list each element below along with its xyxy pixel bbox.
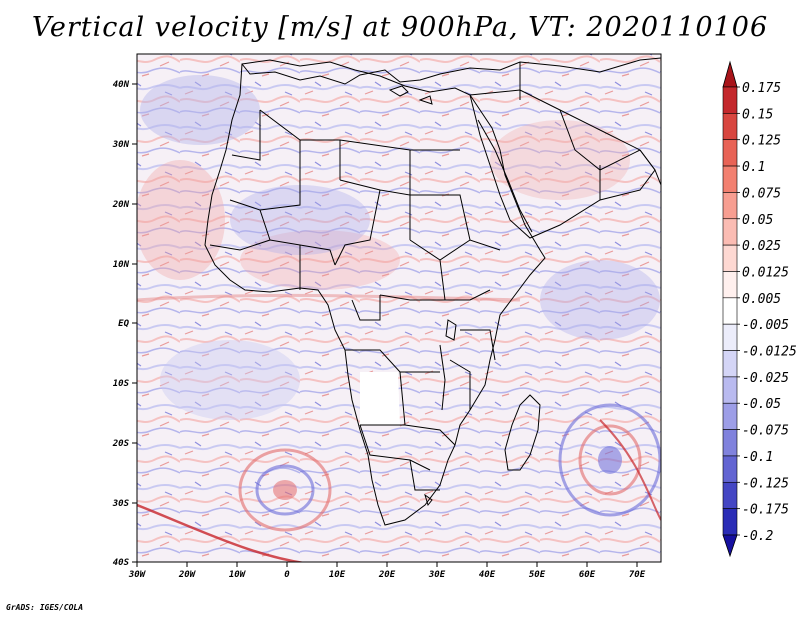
colorbar-label: -0.125 [742, 476, 789, 491]
colorbar-top-arrow [722, 60, 738, 88]
colorbar-label: -0.005 [742, 318, 789, 333]
colorbar-swatch [722, 455, 738, 483]
colorbar-swatch [722, 113, 738, 141]
colorbar-label: -0.2 [742, 529, 773, 544]
lon-tick-label: 30W [128, 570, 147, 580]
lat-tick-label: EQ [118, 319, 129, 329]
cyclone-southwest [238, 448, 332, 532]
colorbar: 0.175 0.15 0.125 0.1 0.075 0.05 0.025 0.0125 0.0… [722, 60, 797, 558]
colorbar-swatch [722, 350, 738, 378]
colorbar-label: 0.005 [742, 292, 781, 307]
colorbar-label: 0.1 [742, 160, 765, 175]
lon-tick-label: 10E [329, 570, 346, 580]
colorbar-label: 0.0125 [742, 265, 789, 280]
colorbar-bottom-arrow [722, 534, 738, 558]
velocity-field [137, 54, 661, 562]
colorbar-label: -0.175 [742, 503, 789, 518]
plot-frame [136, 53, 662, 563]
lon-tick-label: 20E [378, 570, 396, 580]
colorbar-swatch [722, 218, 738, 246]
colorbar-label: -0.05 [742, 397, 781, 412]
lat-tick-label: 40S [113, 558, 130, 568]
colorbar-label: -0.025 [742, 371, 789, 386]
lat-tick-label: 10S [113, 379, 130, 389]
lon-tick-label: 50E [529, 570, 546, 580]
colorbar-label: 0.15 [742, 107, 773, 122]
colorbar-swatch [722, 481, 738, 509]
cyclone-southeast [558, 403, 661, 517]
lat-tick-label: 20N [112, 200, 130, 210]
colorbar-label: 0.075 [742, 186, 781, 201]
lat-tick-marks [132, 83, 137, 563]
colorbar-label: -0.0125 [742, 345, 797, 360]
colorbar-swatch [722, 192, 738, 220]
lat-tick-label: 10N [113, 260, 130, 270]
lat-tick-label: 20S [112, 439, 130, 449]
colorbar-label: 0.05 [742, 213, 773, 228]
lon-tick-label: 70E [629, 570, 646, 580]
lon-tick-label: 30E [428, 570, 446, 580]
lat-tick-label: 30N [112, 140, 130, 150]
colorbar-swatch [722, 376, 738, 404]
lon-tick-marks [136, 562, 638, 567]
lat-tick-label: 30S [112, 499, 130, 509]
colorbar-label: -0.1 [742, 450, 773, 465]
colorbar-swatch [722, 429, 738, 457]
colorbar-swatch [722, 508, 738, 536]
colorbar-label: 0.175 [742, 81, 781, 96]
lon-tick-label: 0 [284, 570, 290, 580]
colorbar-swatch [722, 271, 738, 299]
lon-tick-label: 10W [229, 570, 247, 580]
colorbar-swatch [722, 86, 738, 114]
lon-tick-label: 20W [178, 570, 197, 580]
lon-tick-label: 40E [479, 570, 496, 580]
colorbar-swatch [722, 139, 738, 167]
coastlines [204, 57, 661, 526]
grads-credit: GrADS: IGES/COLA [6, 603, 84, 612]
colorbar-label: 0.025 [742, 239, 781, 254]
colorbar-swatch [722, 165, 738, 193]
colorbar-swatch [722, 323, 738, 351]
colorbar-label: 0.125 [742, 134, 781, 149]
colorbar-label: -0.075 [742, 424, 789, 439]
lat-tick-label: 40N [113, 80, 130, 90]
colorbar-swatch [722, 297, 738, 325]
colorbar-swatch [722, 402, 738, 430]
colorbar-swatch [722, 244, 738, 272]
lon-tick-label: 60E [579, 570, 596, 580]
map-title: Vertical velocity [m/s] at 900hPa, VT: 2… [31, 12, 769, 43]
